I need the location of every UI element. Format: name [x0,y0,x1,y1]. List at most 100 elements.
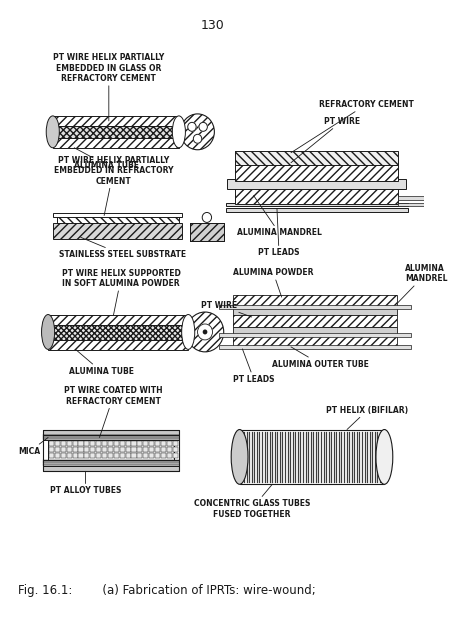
Bar [131,447,136,452]
Text: ALUMINA TUBE: ALUMINA TUBE [74,148,139,170]
Bar [73,453,78,458]
Bar [125,453,130,458]
Ellipse shape [46,116,59,148]
Text: ALUMINA
MANDREL: ALUMINA MANDREL [396,264,446,303]
Bar [67,453,72,458]
Text: MICA: MICA [18,438,48,456]
Bar [155,447,160,452]
Text: STAINLESS STEEL SUBSTRATE: STAINLESS STEEL SUBSTRATE [59,237,186,259]
Bar [233,335,396,347]
Circle shape [202,330,207,335]
Text: ALUMINA MANDREL: ALUMINA MANDREL [236,196,321,237]
Bar [143,447,148,452]
Bar [48,315,188,325]
Text: ALUMINA POWDER: ALUMINA POWDER [233,268,313,297]
Bar [397,202,425,207]
Bar [172,453,177,458]
Bar [61,453,66,458]
Text: ALUMINA OUTER TUBE: ALUMINA OUTER TUBE [272,347,368,369]
Bar [61,447,66,452]
Ellipse shape [230,429,248,484]
Bar [155,453,160,458]
Bar [149,447,154,452]
Bar [114,453,119,458]
Bar [48,315,188,325]
Bar [53,138,179,148]
Bar [219,345,410,349]
Bar [149,442,154,447]
Bar [96,442,101,447]
Bar [131,453,136,458]
Bar [233,295,396,307]
Bar [73,442,78,447]
Bar [172,442,177,447]
Bar [90,442,95,447]
Circle shape [197,324,212,340]
Bar [235,163,397,180]
Bar [235,151,397,164]
Bar [235,186,397,204]
Bar [102,453,107,458]
Bar [43,435,179,440]
Bar [143,442,148,447]
Bar [61,442,66,447]
Bar [219,305,410,309]
Bar [84,442,89,447]
Text: PT WIRE: PT WIRE [290,117,359,163]
Bar [57,216,179,223]
Bar [233,307,396,315]
Text: PT LEADS: PT LEADS [258,209,299,257]
Bar [114,442,119,447]
Bar [190,223,223,241]
Text: PT WIRE HELIX PARTIALLY
EMBEDDED IN REFRACTORY
CEMENT: PT WIRE HELIX PARTIALLY EMBEDDED IN REFR… [54,156,173,216]
Bar [219,333,410,337]
Bar [48,340,188,350]
Bar [55,442,60,447]
Bar [84,453,89,458]
Text: REFRACTORY CEMENT: REFRACTORY CEMENT [290,100,413,153]
Bar [120,447,124,452]
Bar [227,179,405,189]
Text: PT WIRE HELIX SUPPORTED
IN SOFT ALUMINA POWDER: PT WIRE HELIX SUPPORTED IN SOFT ALUMINA … [61,269,180,315]
Bar [90,447,95,452]
Bar [166,447,171,452]
Bar [96,447,101,452]
Circle shape [202,212,211,223]
Text: CONCENTRIC GLASS TUBES
FUSED TOGETHER: CONCENTRIC GLASS TUBES FUSED TOGETHER [193,484,309,518]
Bar [102,447,107,452]
Bar [78,453,83,458]
Bar [108,442,113,447]
Bar [96,453,101,458]
Bar [55,447,60,452]
Text: ALUMINA TUBE: ALUMINA TUBE [69,350,133,376]
Ellipse shape [172,116,185,148]
Bar [131,442,136,447]
Bar [233,327,396,335]
Bar [137,442,142,447]
Bar [49,447,54,452]
Circle shape [193,134,201,143]
Ellipse shape [181,314,194,349]
Circle shape [187,122,196,131]
Bar [190,223,223,241]
Bar [53,138,179,148]
Bar [48,325,188,340]
Bar [143,453,148,458]
Ellipse shape [375,429,392,484]
Bar [53,223,181,239]
Bar [78,447,83,452]
Bar [120,442,124,447]
Bar [49,442,54,447]
Text: Fig. 16.1:        (a) Fabrication of IPRTs: wire-wound;: Fig. 16.1: (a) Fabrication of IPRTs: wir… [18,584,315,596]
Bar [53,126,179,138]
Bar [161,453,166,458]
Bar [172,447,177,452]
Text: 130: 130 [200,19,224,32]
Bar [225,209,407,212]
Ellipse shape [186,312,223,352]
Bar [235,151,397,164]
Bar [90,453,95,458]
Bar [235,163,397,180]
Bar [48,325,188,340]
Bar [397,196,425,200]
